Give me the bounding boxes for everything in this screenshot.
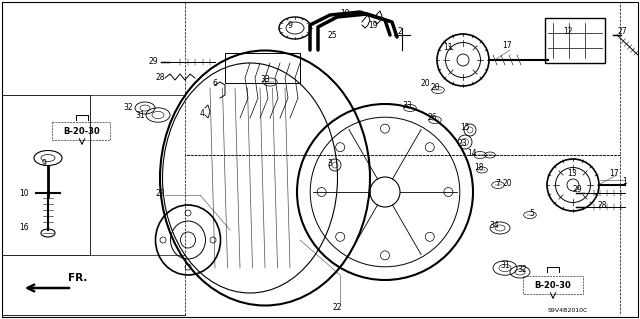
- Bar: [2, 95, 90, 255]
- Text: 19: 19: [340, 9, 350, 18]
- Text: 33: 33: [260, 75, 270, 84]
- Text: 34: 34: [489, 221, 499, 231]
- Text: 5: 5: [529, 209, 534, 218]
- Bar: [52, 122, 110, 140]
- Text: 29: 29: [148, 57, 158, 66]
- Text: 19: 19: [368, 20, 378, 29]
- Text: 20: 20: [430, 84, 440, 93]
- Text: 20: 20: [420, 78, 430, 87]
- Text: 32: 32: [517, 265, 527, 275]
- Text: 31: 31: [135, 110, 145, 120]
- Text: 15: 15: [460, 123, 470, 132]
- Bar: [523, 276, 583, 294]
- Text: 20: 20: [502, 179, 512, 188]
- Text: 4: 4: [200, 108, 204, 117]
- Text: 23: 23: [457, 138, 467, 147]
- Text: 14: 14: [467, 149, 477, 158]
- Bar: [225, 53, 300, 83]
- Text: 22: 22: [332, 302, 342, 311]
- Text: 7: 7: [495, 179, 500, 188]
- Text: 9: 9: [287, 20, 292, 29]
- Text: 27: 27: [617, 27, 627, 36]
- Text: 28: 28: [597, 201, 607, 210]
- Bar: [545, 18, 605, 63]
- Text: 18: 18: [474, 164, 484, 173]
- Text: B-20-30: B-20-30: [534, 281, 572, 291]
- Text: 9: 9: [42, 159, 47, 167]
- Text: B-20-30: B-20-30: [63, 128, 100, 137]
- Text: 17: 17: [502, 41, 512, 49]
- Text: 22: 22: [156, 189, 164, 197]
- Text: 33: 33: [402, 101, 412, 110]
- Text: 28: 28: [156, 73, 164, 83]
- Text: 26: 26: [427, 114, 437, 122]
- Text: S9V4B2010C: S9V4B2010C: [548, 308, 588, 313]
- Text: 31: 31: [500, 261, 510, 270]
- Text: 12: 12: [563, 27, 573, 36]
- Text: 32: 32: [123, 102, 133, 112]
- Text: 29: 29: [572, 186, 582, 195]
- Text: 11: 11: [444, 42, 452, 51]
- Text: 13: 13: [567, 168, 577, 177]
- Text: 3: 3: [328, 159, 332, 167]
- Text: 25: 25: [327, 32, 337, 41]
- Text: 1: 1: [623, 177, 627, 187]
- Text: 17: 17: [609, 168, 619, 177]
- Text: 6: 6: [212, 78, 218, 87]
- Text: 10: 10: [19, 189, 29, 197]
- Text: 2: 2: [397, 27, 403, 36]
- Text: 16: 16: [19, 224, 29, 233]
- Text: FR.: FR.: [68, 273, 88, 283]
